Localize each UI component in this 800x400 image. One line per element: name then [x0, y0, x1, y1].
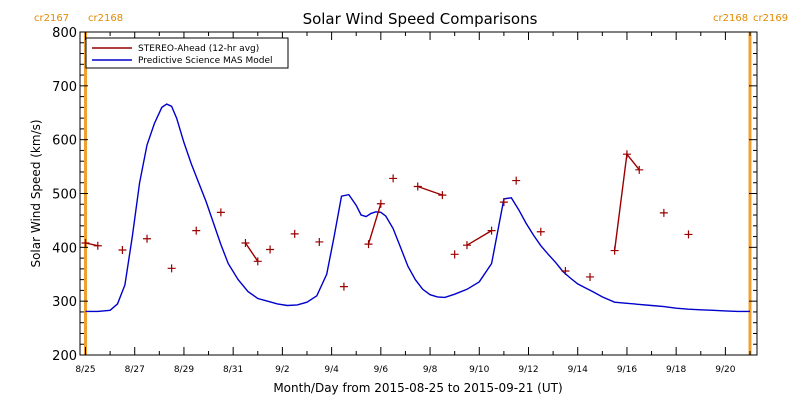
legend-label-mas: Predictive Science MAS Model	[138, 56, 273, 66]
series-stereo-point-16	[413, 182, 422, 191]
series-stereo-segment-1	[244, 242, 259, 262]
series-stereo-point-2	[118, 246, 127, 255]
series-stereo-point-18	[450, 250, 459, 259]
carrington-left-2: cr2168	[88, 13, 123, 24]
x-tick-label-8: 9/10	[469, 365, 489, 375]
series-stereo-segment-2	[367, 203, 382, 245]
y-tick-label-300: 300	[52, 295, 77, 310]
y-tick-label-600: 600	[52, 134, 77, 149]
series-stereo-point-28	[635, 165, 644, 174]
plot-frame	[79, 31, 758, 356]
series-mas-model-line	[85, 103, 750, 313]
series-stereo-point-15	[389, 174, 398, 183]
series-stereo-point-9	[266, 245, 275, 254]
series-stereo-point-19	[462, 241, 471, 250]
chart-title: Solar Wind Speed Comparisons	[303, 10, 538, 28]
x-tick-label-3: 8/31	[223, 365, 243, 375]
series-stereo-point-13	[364, 240, 373, 249]
carrington-left-labels: cr2167 cr2168	[34, 13, 123, 24]
series-stereo-point-27	[622, 150, 631, 159]
series-stereo-point-17	[438, 191, 447, 200]
series-stereo-point-5	[192, 226, 201, 235]
carrington-right-labels: cr2168 cr2169	[713, 13, 788, 24]
series-stereo-point-29	[659, 208, 668, 217]
series-stereo-point-1	[93, 241, 102, 250]
legend-box	[85, 37, 289, 69]
x-tick-label-0: 8/25	[75, 365, 95, 375]
legend-label-stereo: STEREO-Ahead (12-hr avg)	[138, 44, 259, 54]
series-stereo-point-12	[339, 282, 348, 291]
x-tick-label-12: 9/18	[666, 365, 686, 375]
series-stereo-point-7	[241, 239, 250, 248]
x-tick-label-11: 9/16	[617, 365, 637, 375]
series-stereo-point-14	[376, 199, 385, 208]
series-stereo-point-20	[487, 226, 496, 235]
x-tick-label-10: 9/14	[568, 365, 588, 375]
x-tick-label-13: 9/20	[715, 365, 735, 375]
series-stereo-point-0	[81, 239, 90, 248]
x-tick-label-5: 9/4	[324, 365, 339, 375]
x-tick-label-6: 9/6	[374, 365, 389, 375]
carrington-left-1: cr2167	[34, 13, 69, 24]
series-stereo-segment-4	[466, 229, 492, 246]
x-axis-label: Month/Day from 2015-08-25 to 2015-09-21 …	[273, 381, 562, 395]
series-stereo-point-21	[499, 198, 508, 207]
carrington-right-1: cr2168	[713, 13, 748, 24]
x-tick-label-9: 9/12	[518, 365, 538, 375]
series-stereo-point-8	[253, 257, 262, 266]
legend: STEREO-Ahead (12-hr avg) Predictive Scie…	[85, 37, 289, 69]
series-stereo-point-23	[536, 227, 545, 236]
series-stereo-point-24	[561, 267, 570, 276]
y-tick-label-400: 400	[52, 241, 77, 256]
y-tick-label-500: 500	[52, 188, 77, 203]
plot-area: 200 300 400 500 600 700 800 8/25 8/27 8/29 8/31 9/2…	[52, 26, 757, 375]
carrington-right-2: cr2169	[753, 13, 788, 24]
x-tick-label-4: 9/2	[275, 365, 289, 375]
y-axis-label: Solar Wind Speed (km/s)	[29, 119, 43, 267]
y-tick-label-200: 200	[52, 349, 77, 364]
y-tick-label-700: 700	[52, 80, 77, 95]
series-stereo-point-22	[512, 176, 521, 185]
series-stereo-point-4	[167, 264, 176, 273]
series-stereo-point-25	[586, 272, 595, 281]
series-stereo-segment-3	[417, 185, 443, 196]
series-stereo-point-6	[216, 208, 225, 217]
series-stereo-point-30	[684, 230, 693, 239]
x-tick-label-1: 8/27	[125, 365, 145, 375]
x-tick-label-7: 9/8	[423, 365, 438, 375]
series-stereo-point-10	[290, 229, 299, 238]
series-stereo-point-3	[143, 234, 152, 243]
x-tick-label-2: 8/29	[174, 365, 194, 375]
series-stereo-point-26	[610, 246, 619, 255]
series-stereo-point-11	[315, 237, 324, 246]
y-tick-label-800: 800	[52, 26, 77, 41]
